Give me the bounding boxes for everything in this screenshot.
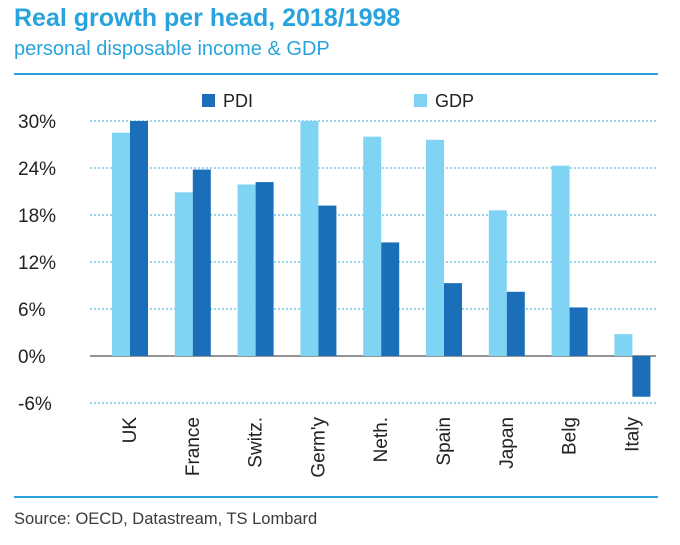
bar-gdp [614, 334, 633, 356]
bar-pdi [318, 205, 337, 356]
y-tick-label: 6% [18, 300, 46, 321]
bar-pdi [569, 307, 588, 356]
chart-subtitle: personal disposable income & GDP [14, 38, 330, 60]
top-rule [14, 73, 658, 75]
y-axis-ticks: 30% 24% 18% 12% 6% 0% -6% [18, 112, 56, 415]
x-tick-label: Germ'y [308, 417, 329, 478]
x-axis-ticks: UK France Switz. Germ'y Neth. Spain Japan Belg I… [120, 417, 643, 478]
x-tick-label: Spain [434, 417, 455, 466]
x-tick-label: Switz. [246, 417, 267, 468]
y-tick-label: 0% [18, 347, 46, 368]
x-tick-label: Italy [622, 417, 643, 452]
chart-title: Real growth per head, 2018/1998 [14, 4, 401, 32]
bar-pdi [444, 283, 462, 356]
y-tick-label: 18% [18, 206, 56, 227]
bar-pdi [192, 169, 211, 356]
legend-gdp-swatch [414, 94, 427, 107]
y-tick-label: 30% [18, 112, 56, 133]
bar-gdp [363, 136, 382, 356]
bar-gdp [551, 165, 570, 356]
bar-pdi [130, 121, 148, 356]
legend-pdi-label: PDI [223, 91, 253, 111]
x-tick-label: UK [120, 417, 141, 444]
bar-gdp [112, 132, 130, 356]
y-tick-label: 24% [18, 159, 56, 180]
bottom-rule [14, 496, 658, 498]
y-tick-label: -6% [18, 394, 52, 415]
bar-pdi [506, 291, 525, 356]
legend: PDI GDP [202, 91, 474, 111]
x-tick-label: Neth. [371, 417, 392, 462]
bar-gdp [174, 192, 193, 356]
legend-gdp-label: GDP [435, 91, 474, 111]
bar-gdp [300, 121, 319, 356]
source-note: Source: OECD, Datastream, TS Lombard [14, 510, 318, 528]
y-tick-label: 12% [18, 253, 56, 274]
legend-pdi-swatch [202, 94, 215, 107]
bar-gdp [237, 184, 256, 356]
bar-gdp [488, 210, 507, 356]
bar-pdi [381, 242, 400, 356]
x-tick-label: Belg [560, 417, 581, 455]
bar-pdi [255, 182, 274, 356]
x-tick-label: Japan [497, 417, 518, 469]
x-tick-label: France [183, 417, 204, 476]
bars [112, 121, 651, 397]
bar-gdp [426, 139, 444, 356]
bar-pdi [632, 356, 651, 397]
